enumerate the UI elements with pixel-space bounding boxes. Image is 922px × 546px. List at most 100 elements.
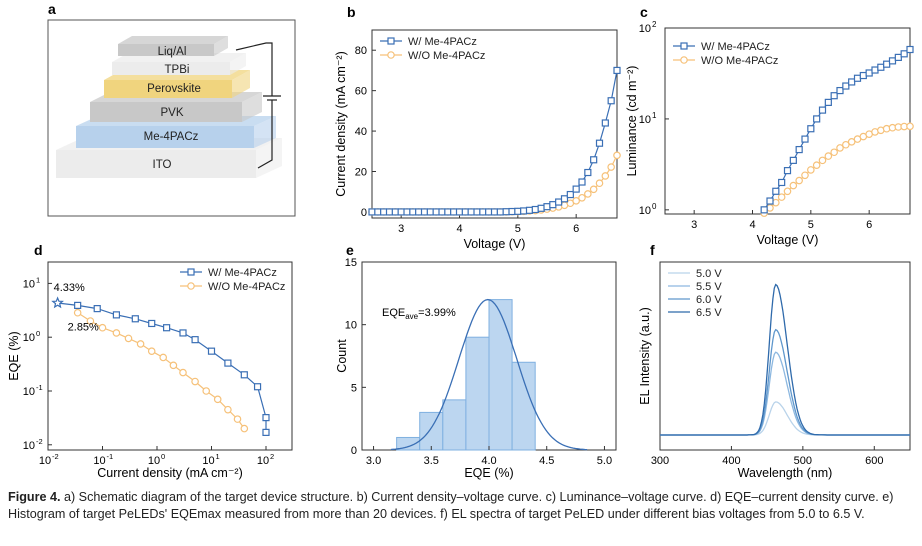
data-point bbox=[842, 140, 850, 149]
legend-marker bbox=[680, 42, 688, 50]
data-point bbox=[595, 179, 604, 188]
y-tick-label: 10 bbox=[345, 320, 357, 332]
x-tick-label: 4 bbox=[456, 223, 462, 235]
data-point bbox=[380, 208, 388, 216]
data-point bbox=[859, 71, 867, 80]
data-point bbox=[601, 172, 610, 180]
data-point bbox=[403, 208, 411, 216]
y-axis-label: Count bbox=[335, 339, 349, 373]
panel-label-f: f bbox=[650, 242, 655, 258]
data-point bbox=[589, 185, 598, 194]
data-point bbox=[560, 195, 569, 203]
x-tick-label: 300 bbox=[651, 455, 669, 467]
data-point bbox=[607, 163, 615, 171]
data-point bbox=[485, 208, 493, 216]
legend-label: W/ Me-4PACz bbox=[408, 36, 477, 48]
x-tick-exponent: -1 bbox=[106, 452, 113, 461]
y-tick-exponent: -1 bbox=[36, 383, 43, 392]
data-point bbox=[813, 115, 821, 123]
data-point bbox=[830, 92, 838, 100]
plot-frame bbox=[664, 27, 911, 215]
x-tick-label: 10 bbox=[93, 455, 105, 467]
y-tick-label: 5 bbox=[351, 382, 357, 394]
layer-front-face bbox=[118, 44, 214, 56]
spectrum-line bbox=[660, 328, 910, 436]
layer-liq-al: Liq/Al bbox=[118, 36, 228, 58]
data-point bbox=[455, 208, 464, 216]
data-point bbox=[613, 151, 621, 160]
data-point bbox=[514, 207, 522, 215]
data-point bbox=[224, 405, 232, 414]
y-tick-exponent: -2 bbox=[36, 437, 43, 446]
x-tick-label: 10 bbox=[257, 455, 269, 467]
data-point bbox=[124, 334, 133, 343]
data-point bbox=[760, 206, 768, 214]
data-point bbox=[262, 428, 270, 436]
x-tick-label: 600 bbox=[865, 455, 883, 467]
data-point bbox=[778, 178, 786, 187]
layer-side-face bbox=[242, 92, 262, 122]
data-point bbox=[240, 371, 248, 379]
data-point bbox=[262, 414, 270, 422]
x-tick-label: 10 bbox=[39, 455, 51, 467]
x-tick-label: 4 bbox=[749, 219, 755, 231]
data-point bbox=[789, 181, 798, 190]
data-point bbox=[836, 86, 844, 95]
data-point bbox=[795, 145, 803, 154]
histogram-bar bbox=[511, 361, 536, 451]
y-tick-label: 10 bbox=[23, 440, 35, 452]
eqe-average-annotation: EQEave=3.99% bbox=[382, 307, 456, 321]
layer-side-face bbox=[256, 138, 282, 178]
data-point bbox=[572, 197, 580, 205]
annotation-max-eqe-without: 2.85% bbox=[68, 322, 99, 334]
layer-side-face bbox=[230, 53, 246, 75]
data-point bbox=[566, 190, 574, 199]
y-tick-label: 80 bbox=[355, 45, 367, 57]
data-point bbox=[601, 119, 609, 127]
panel-label-b: b bbox=[347, 4, 356, 20]
data-point bbox=[253, 383, 262, 391]
data-point bbox=[508, 207, 516, 216]
data-point bbox=[525, 206, 534, 214]
series-line bbox=[372, 70, 618, 213]
data-point bbox=[179, 368, 187, 377]
data-point bbox=[578, 193, 586, 202]
data-point bbox=[853, 74, 862, 82]
spectrum-line bbox=[660, 401, 910, 436]
y-tick-label: 40 bbox=[355, 126, 367, 138]
data-point bbox=[240, 424, 249, 433]
x-tick-label: 10 bbox=[148, 455, 160, 467]
layer-front-face bbox=[56, 150, 256, 178]
legend-marker bbox=[187, 268, 195, 276]
el-spectra-chart: 300 400 500 600 Wavelength (nm) EL Intensity … bbox=[638, 261, 911, 480]
data-point bbox=[584, 190, 592, 198]
layer-side-face bbox=[254, 116, 276, 148]
x-tick-label: 5.0 bbox=[597, 455, 612, 467]
caption-label: Figure 4. bbox=[8, 490, 61, 504]
x-tick-label: 500 bbox=[794, 455, 812, 467]
data-point bbox=[795, 176, 803, 185]
data-point bbox=[391, 208, 399, 216]
layer-label: Liq/Al bbox=[158, 46, 187, 58]
data-point bbox=[224, 359, 232, 367]
layer-front-face bbox=[76, 126, 254, 148]
device-diagram: ITO Me-4PACz PVK Perovskite TPBi Liq/Al bbox=[47, 19, 296, 217]
legend-marker bbox=[387, 51, 395, 59]
circuit-wire bbox=[235, 42, 281, 169]
x-tick-exponent: 0 bbox=[161, 452, 165, 461]
data-point bbox=[385, 208, 394, 216]
plot-frame bbox=[659, 261, 911, 451]
x-axis-label: Voltage (V) bbox=[464, 237, 526, 251]
layer-top-face bbox=[118, 36, 228, 44]
data-point bbox=[191, 336, 199, 344]
layer-side-face bbox=[232, 70, 250, 98]
x-tick-label: 3.5 bbox=[424, 455, 439, 467]
y-tick-label: 60 bbox=[355, 86, 367, 98]
data-point bbox=[783, 167, 792, 175]
data-point bbox=[136, 340, 145, 348]
panel-label-a: a bbox=[48, 1, 56, 17]
data-point bbox=[900, 50, 908, 58]
x-tick-exponent: 1 bbox=[215, 452, 219, 461]
legend-label: W/ Me-4PACz bbox=[701, 41, 770, 53]
